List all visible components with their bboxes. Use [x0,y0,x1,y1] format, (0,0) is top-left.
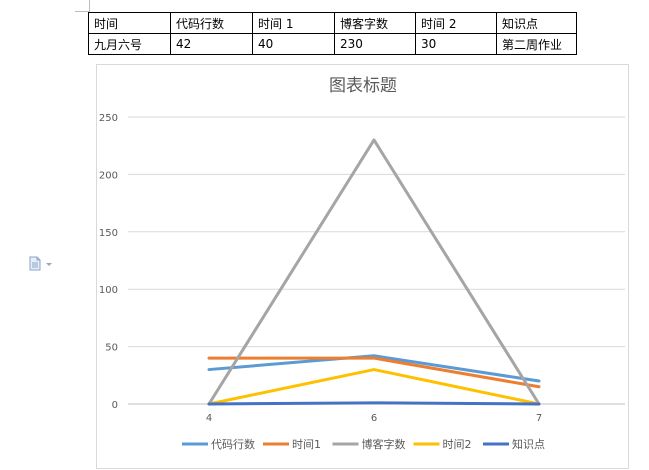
legend-label: 时间1 [292,438,321,451]
table-header-row: 时间 代码行数 时间 1 博客字数 时间 2 知识点 [88,12,577,34]
paste-options-icon[interactable] [28,256,54,272]
x-tick-label: 7 [536,413,542,424]
table-cell[interactable]: 代码行数 [170,12,253,34]
x-tick-label: 6 [371,413,377,424]
data-table: 时间 代码行数 时间 1 博客字数 时间 2 知识点 九月六号 42 40 23… [88,12,577,55]
table-cell[interactable]: 知识点 [496,12,577,34]
table-cell[interactable]: 30 [415,33,497,55]
legend-label: 代码行数 [211,438,255,451]
table-cell[interactable]: 第二周作业 [496,33,577,55]
table-cell[interactable]: 时间 [88,12,171,34]
y-tick-label: 50 [105,343,118,354]
legend-label: 博客字数 [362,437,406,451]
table-cell[interactable]: 时间 2 [415,12,497,34]
legend-label: 时间2 [443,438,472,451]
legend-label: 知识点 [512,437,545,451]
table-cell[interactable]: 230 [334,33,416,55]
series-line[interactable] [207,354,541,383]
series-line[interactable] [207,356,541,389]
chart-area[interactable]: 图表标题 0 50 100 150 200 250 4 6 7 代码行数 时间1 博客字数 时间2 知识点 [96,64,629,469]
y-tick-label: 100 [99,285,118,296]
y-tick-label: 0 [112,400,118,411]
y-tick-label: 150 [99,228,118,239]
y-tick-label: 200 [99,170,118,181]
table-cell[interactable]: 42 [170,33,253,55]
series-line[interactable] [207,401,541,406]
y-tick-label: 250 [99,113,118,124]
line-chart: 图表标题 0 50 100 150 200 250 4 6 7 代码行数 时间1 博客字数 时间2 知识点 [99,76,625,451]
series-line[interactable] [207,368,541,406]
table-cell[interactable]: 九月六号 [88,33,171,55]
chart-title: 图表标题 [329,76,397,96]
table-row: 九月六号 42 40 230 30 第二周作业 [88,33,577,55]
table-cell[interactable]: 40 [252,33,335,55]
document-corner-mark [75,0,90,12]
series-line[interactable] [207,138,541,406]
x-tick-label: 4 [206,413,212,424]
table-cell[interactable]: 博客字数 [334,12,416,34]
table-cell[interactable]: 时间 1 [252,12,335,34]
